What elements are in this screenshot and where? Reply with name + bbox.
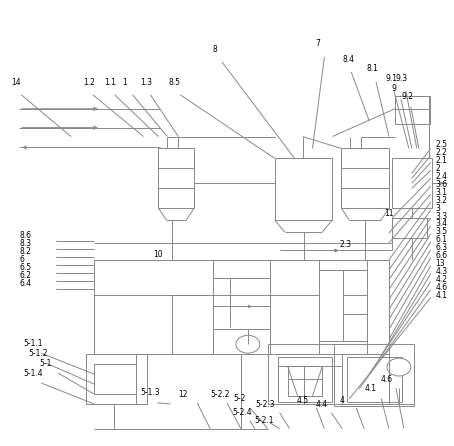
Text: 4.2: 4.2 — [436, 275, 448, 284]
Text: 5-2.1: 5-2.1 — [255, 416, 274, 425]
Text: 5-2.3: 5-2.3 — [256, 401, 276, 409]
Text: 8.2: 8.2 — [20, 248, 31, 256]
Text: 2.5: 2.5 — [436, 140, 448, 149]
Bar — [392, 218, 427, 238]
Text: 5-1.2: 5-1.2 — [28, 349, 48, 358]
Text: 4.4: 4.4 — [316, 401, 328, 409]
Text: 1.1: 1.1 — [104, 78, 116, 87]
Text: 8.6: 8.6 — [20, 231, 31, 240]
Text: 8.5: 8.5 — [168, 78, 180, 87]
Bar — [86, 354, 148, 404]
Text: 2.4: 2.4 — [436, 172, 448, 181]
Text: 6.4: 6.4 — [20, 279, 31, 288]
Text: 4.6: 4.6 — [381, 375, 393, 384]
Bar — [334, 344, 414, 406]
Text: 6.3: 6.3 — [436, 244, 448, 252]
Bar — [268, 344, 342, 404]
Text: 5-1: 5-1 — [39, 359, 52, 368]
Bar — [392, 158, 432, 208]
Bar — [395, 96, 430, 124]
Text: 8.1: 8.1 — [366, 65, 378, 74]
Text: 6.5: 6.5 — [20, 263, 31, 272]
Text: 2: 2 — [436, 164, 440, 173]
Text: 3.1: 3.1 — [436, 188, 448, 197]
Text: 11: 11 — [384, 209, 394, 218]
Text: 3.2: 3.2 — [436, 196, 448, 205]
Text: 5-2: 5-2 — [233, 394, 245, 403]
Bar — [288, 366, 322, 396]
Text: 5-2.4: 5-2.4 — [232, 408, 252, 417]
Text: 3.5: 3.5 — [436, 227, 448, 236]
Text: 3.6: 3.6 — [436, 180, 448, 189]
Text: 8: 8 — [212, 45, 217, 54]
Text: 3.4: 3.4 — [436, 219, 448, 228]
Text: 10: 10 — [153, 250, 163, 259]
Text: 7: 7 — [316, 39, 321, 48]
Text: 8.4: 8.4 — [342, 54, 354, 63]
Text: 1: 1 — [123, 78, 128, 87]
Text: 9: 9 — [392, 84, 397, 93]
Bar — [278, 357, 332, 402]
Text: 6.2: 6.2 — [20, 271, 31, 280]
Text: 14: 14 — [11, 78, 21, 87]
Ellipse shape — [387, 358, 411, 376]
Text: 1.3: 1.3 — [141, 78, 153, 87]
Text: 12: 12 — [178, 390, 188, 400]
Bar — [275, 158, 332, 220]
Text: 2.1: 2.1 — [436, 156, 448, 165]
Text: 2.2: 2.2 — [436, 148, 448, 157]
Text: 6.6: 6.6 — [436, 251, 448, 260]
Text: 4.3: 4.3 — [436, 267, 448, 276]
Text: 13: 13 — [436, 259, 445, 268]
Bar — [341, 149, 389, 208]
Text: 5-1.4: 5-1.4 — [23, 368, 43, 378]
Ellipse shape — [236, 335, 260, 353]
Text: 1.2: 1.2 — [83, 78, 95, 87]
Text: 6.1: 6.1 — [436, 235, 448, 244]
Bar — [213, 278, 270, 329]
Bar — [347, 357, 402, 402]
Text: 5-1.3: 5-1.3 — [141, 388, 160, 397]
Text: 4.6: 4.6 — [436, 283, 448, 292]
Bar — [158, 149, 194, 208]
Text: 3: 3 — [436, 203, 440, 213]
Bar — [94, 364, 136, 394]
Bar — [94, 260, 389, 354]
Text: 4.1: 4.1 — [364, 384, 376, 393]
Text: 9.3: 9.3 — [396, 74, 408, 83]
Text: 5-1.1: 5-1.1 — [23, 339, 43, 348]
Text: 9.1: 9.1 — [385, 74, 397, 83]
Text: 5-2.2: 5-2.2 — [210, 390, 230, 400]
Text: 4.5: 4.5 — [296, 396, 309, 405]
Text: 8.3: 8.3 — [20, 240, 31, 248]
Bar — [320, 270, 367, 341]
Text: 2.3: 2.3 — [339, 240, 351, 249]
Text: 3.3: 3.3 — [436, 211, 448, 220]
Text: 4.1: 4.1 — [436, 291, 448, 300]
Text: 6: 6 — [20, 255, 24, 264]
Text: 9.2: 9.2 — [402, 92, 414, 101]
Text: 4: 4 — [339, 396, 344, 405]
